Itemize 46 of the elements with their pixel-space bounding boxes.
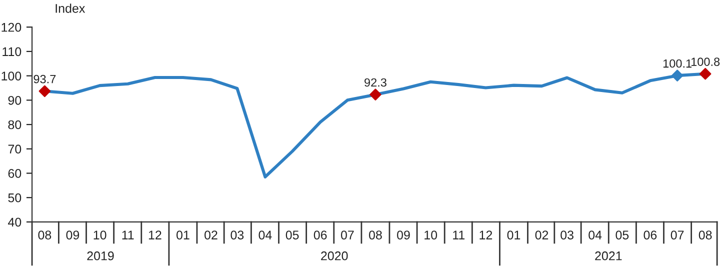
- x-tick-label: 01: [507, 230, 520, 240]
- x-tick-label: 12: [480, 230, 492, 240]
- x-tick-label: 10: [424, 230, 438, 240]
- x-tick-label: 05: [616, 230, 629, 240]
- data-label: 100.1: [663, 59, 692, 68]
- y-tick-label: 110: [2, 47, 22, 56]
- data-label: 92.3: [364, 78, 386, 87]
- x-tick-label: 02: [535, 230, 548, 240]
- x-tick-label: 09: [66, 230, 80, 240]
- x-tick-label: 02: [204, 230, 218, 240]
- x-tick-label: 09: [397, 230, 410, 240]
- x-tick-label: 08: [368, 230, 382, 240]
- x-tick-label: 12: [148, 230, 162, 240]
- x-tick-label: 06: [314, 230, 327, 240]
- x-tick-label: 04: [258, 230, 272, 240]
- y-tick-label: 100: [2, 72, 22, 80]
- x-tick-label: 03: [230, 230, 244, 240]
- x-tick-label: 07: [340, 230, 354, 240]
- text: 2021: [595, 251, 622, 260]
- x-tick-label: 03: [560, 230, 574, 240]
- y-tick-label: 120: [2, 22, 22, 32]
- y-tick-label: 90: [8, 96, 22, 105]
- x-tick-label: 06: [644, 230, 657, 240]
- y-tick-label: 70: [8, 144, 22, 154]
- x-tick-label: 08: [38, 230, 52, 240]
- y-tick-label: 40: [8, 218, 22, 227]
- point: [370, 88, 382, 100]
- data-label: 93.7: [34, 74, 56, 84]
- x-tick-label: 04: [588, 230, 602, 240]
- x-tick-label: 11: [453, 230, 464, 240]
- x-tick-label: 11: [122, 230, 134, 240]
- y-tick-label: 50: [8, 193, 22, 202]
- y-tick-label: 60: [8, 169, 22, 178]
- y-axis-title: Index: [56, 4, 86, 13]
- x-tick-label: 08: [698, 230, 712, 240]
- text: 2019: [87, 251, 114, 260]
- x-tick-label: 01: [176, 230, 190, 240]
- text: 2020: [321, 251, 348, 260]
- point: [699, 68, 712, 80]
- point: [38, 85, 51, 98]
- x-tick-label: 10: [94, 230, 106, 240]
- y-tick-label: 80: [8, 120, 22, 130]
- point: [671, 70, 684, 82]
- x-tick-label: 05: [286, 230, 299, 240]
- data-label: 100.8: [691, 58, 720, 66]
- x-tick-label: 07: [670, 230, 684, 240]
